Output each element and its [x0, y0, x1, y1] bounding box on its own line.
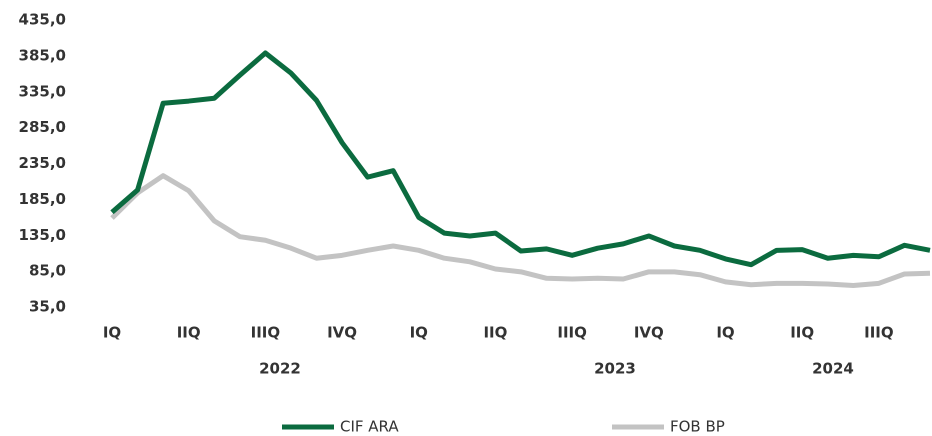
y-tick-label: 85,0	[29, 262, 66, 280]
legend-label: CIF ARA	[340, 418, 399, 436]
year-label: 2022	[259, 360, 301, 378]
x-tick-label: IQ	[716, 324, 734, 342]
series-line	[110, 50, 931, 268]
x-tick-label: IVQ	[634, 324, 664, 342]
x-tick-label: IQ	[103, 324, 121, 342]
y-tick-label: 235,0	[19, 154, 66, 172]
y-tick-label: 135,0	[19, 226, 66, 244]
x-tick-label: IIIQ	[557, 324, 587, 342]
year-label: 2023	[594, 360, 636, 378]
x-tick-label: IIQ	[483, 324, 507, 342]
x-tick-label: IVQ	[327, 324, 357, 342]
x-tick-label: IIIQ	[251, 324, 281, 342]
y-tick-label: 385,0	[19, 46, 66, 64]
x-tick-label: IIIQ	[864, 324, 894, 342]
y-tick-label: 35,0	[29, 298, 66, 316]
y-tick-label: 435,0	[19, 11, 66, 29]
y-tick-label: 285,0	[19, 118, 66, 136]
x-tick-label: IQ	[410, 324, 428, 342]
legend-label: FOB BP	[670, 418, 725, 436]
x-tick-label: IIQ	[177, 324, 201, 342]
y-tick-label: 335,0	[19, 82, 66, 100]
series-line	[110, 173, 931, 288]
year-label: 2024	[812, 360, 854, 378]
x-tick-label: IIQ	[790, 324, 814, 342]
y-tick-label: 185,0	[19, 190, 66, 208]
